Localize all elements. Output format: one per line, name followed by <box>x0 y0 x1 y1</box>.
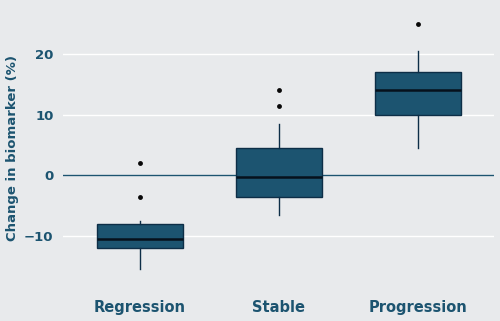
PathPatch shape <box>375 72 461 115</box>
PathPatch shape <box>96 224 183 248</box>
PathPatch shape <box>236 148 322 197</box>
Y-axis label: Change in biomarker (%): Change in biomarker (%) <box>6 55 18 241</box>
